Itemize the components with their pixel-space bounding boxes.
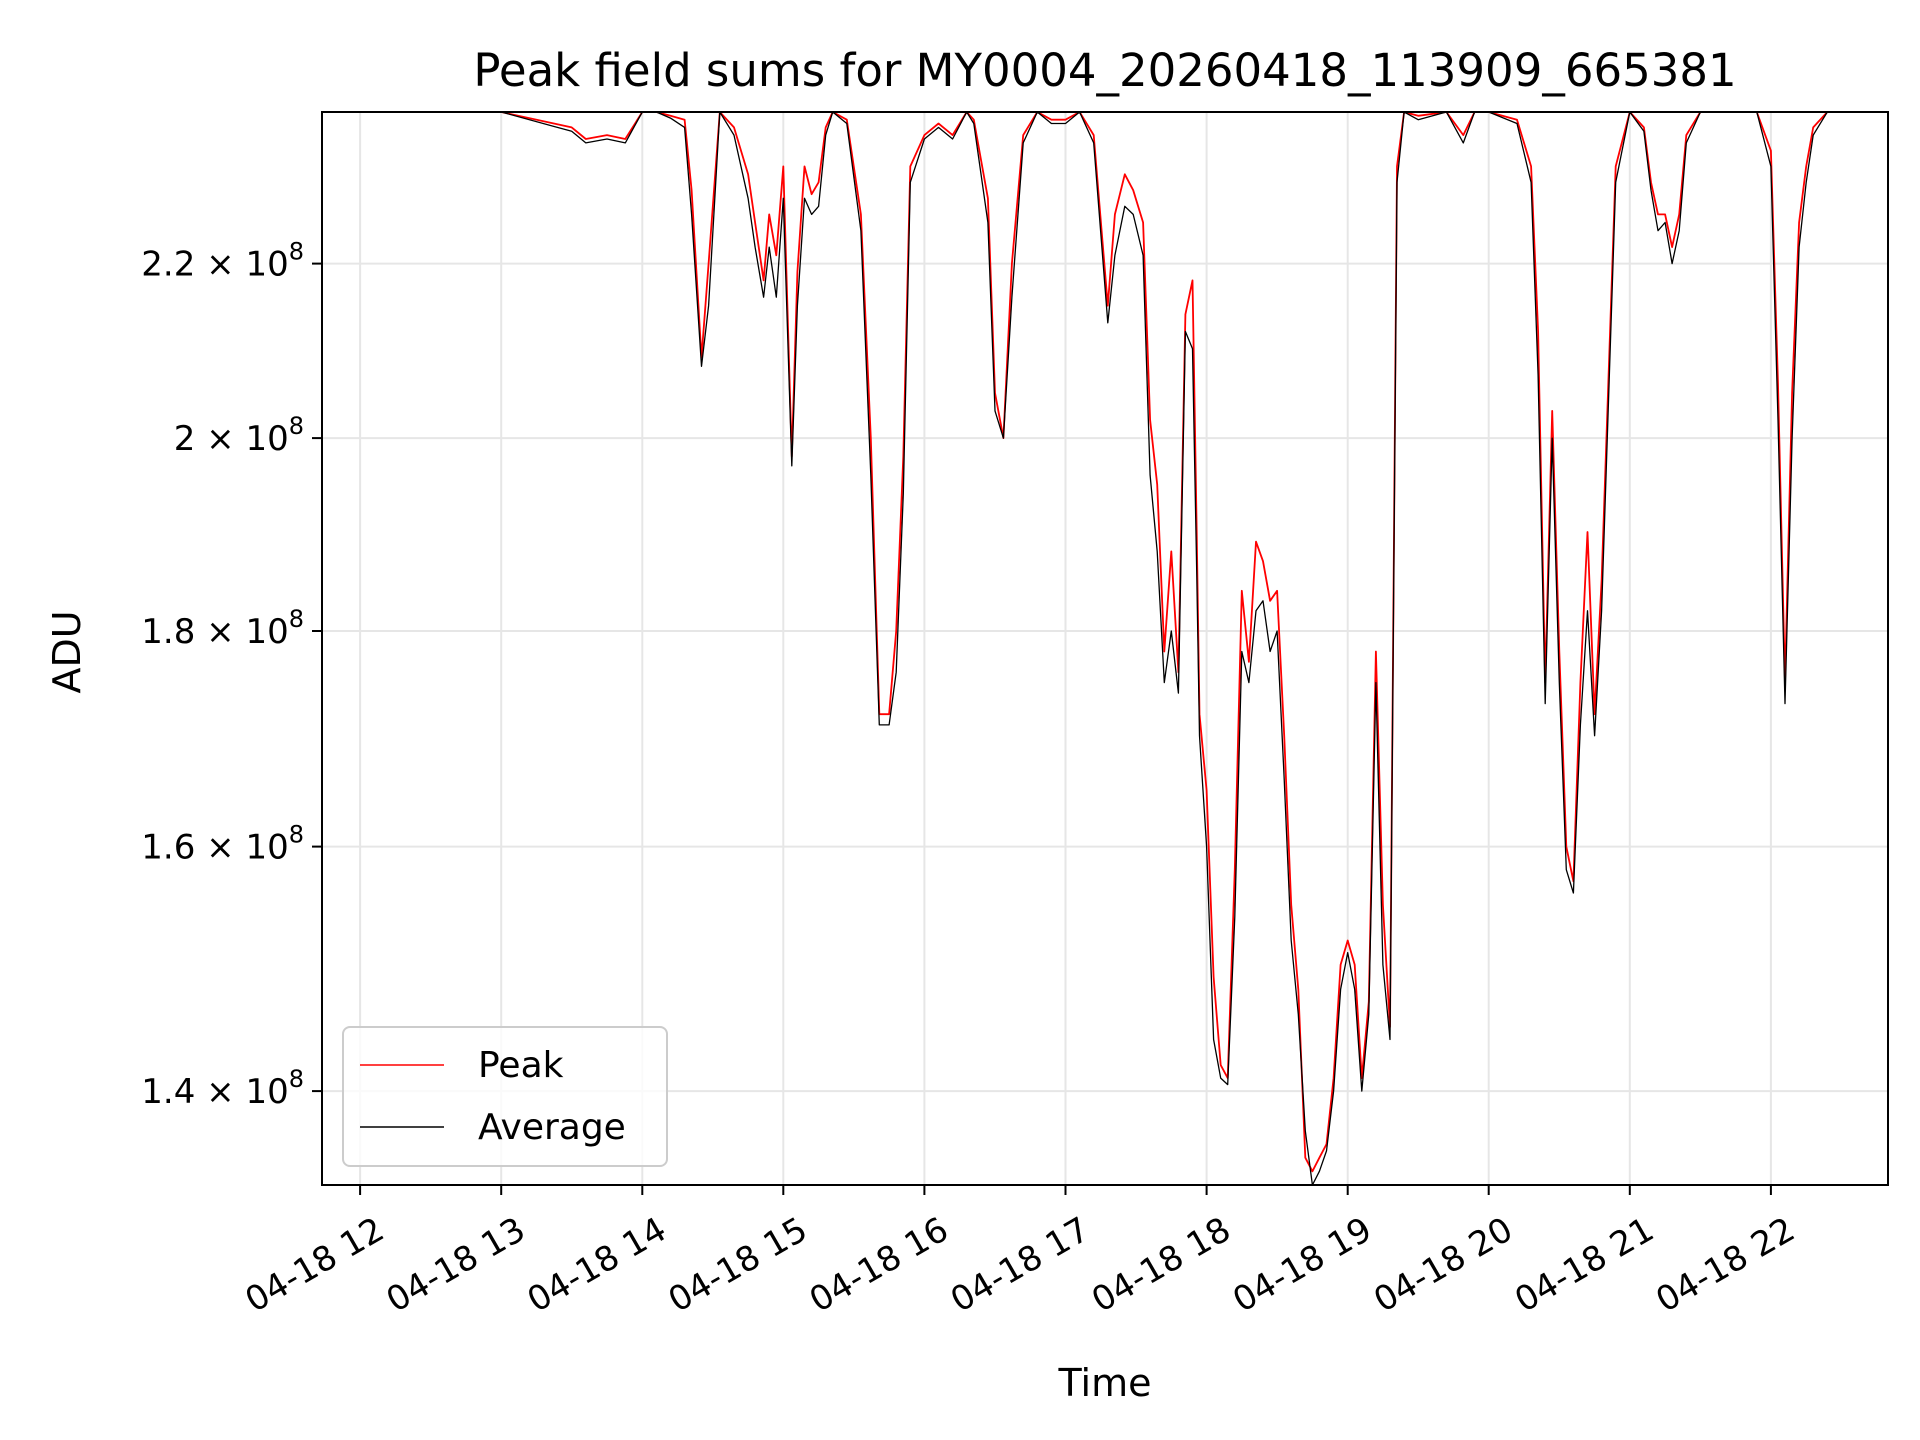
y-axis-label: ADU xyxy=(45,610,89,693)
y-tick-times: × xyxy=(195,828,245,868)
series-line-average xyxy=(322,112,1888,1185)
y-tick-base: 10 xyxy=(245,1072,288,1112)
y-tick-mantissa: 2 xyxy=(174,419,196,459)
y-tick-label: 1.6 × 108 xyxy=(141,821,304,868)
y-tick-mantissa: 1.6 xyxy=(141,828,195,868)
legend: Peak Average xyxy=(342,1026,668,1167)
x-axis-label: Time xyxy=(1058,1361,1152,1405)
y-tick-times: × xyxy=(195,612,245,652)
y-tick-mantissa: 1.4 xyxy=(141,1072,195,1112)
y-tick-label: 2 × 108 xyxy=(174,412,304,459)
y-tick-base: 10 xyxy=(245,828,288,868)
y-tick-base: 10 xyxy=(245,612,288,652)
grid xyxy=(322,112,1888,1185)
y-tick-label: 1.4 × 108 xyxy=(141,1065,304,1112)
y-tick-base: 10 xyxy=(245,419,288,459)
y-tick-label: 2.2 × 108 xyxy=(141,238,304,285)
legend-frame xyxy=(342,1026,668,1167)
y-tick-exponent: 8 xyxy=(289,821,304,849)
y-tick-times: × xyxy=(195,245,245,285)
y-tick-base: 10 xyxy=(245,245,288,285)
y-tick-exponent: 8 xyxy=(289,412,304,440)
legend-average-label: Average xyxy=(478,1107,626,1148)
y-tick-exponent: 8 xyxy=(289,238,304,266)
y-tick-mantissa: 1.8 xyxy=(141,612,195,652)
plot-series xyxy=(322,112,1888,1185)
y-tick-mantissa: 2.2 xyxy=(141,245,195,285)
chart-title: Peak field sums for MY0004_20260418_1139… xyxy=(473,44,1736,97)
y-tick-times: × xyxy=(195,419,245,459)
y-tick-exponent: 8 xyxy=(289,1065,304,1093)
y-tick-exponent: 8 xyxy=(289,605,304,633)
y-tick-times: × xyxy=(195,1072,245,1112)
y-tick-label: 1.8 × 108 xyxy=(141,605,304,652)
legend-peak-label: Peak xyxy=(478,1045,564,1086)
plot-frame xyxy=(321,111,1889,1186)
